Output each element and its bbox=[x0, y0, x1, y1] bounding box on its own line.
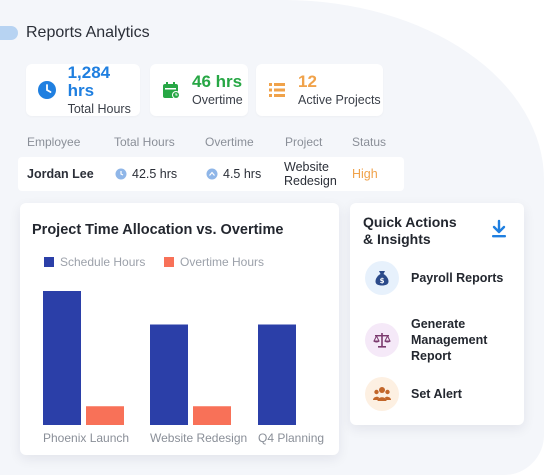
label-line: Generate bbox=[411, 317, 466, 331]
table-header: Employee Total Hours Overtime Project St… bbox=[0, 135, 544, 151]
bar-schedule-hours-q4-planning[interactable] bbox=[258, 324, 296, 426]
header-accent bbox=[0, 26, 18, 40]
x-tick-label: Phoenix Launch bbox=[43, 431, 129, 445]
legend-label: Schedule Hours bbox=[60, 255, 146, 269]
payroll-reports-button[interactable]: $ Payroll Reports bbox=[365, 261, 503, 295]
money-bag-icon: $ bbox=[365, 261, 399, 295]
column-overtime: Overtime bbox=[205, 135, 254, 149]
legend-schedule-hours: Schedule Hours bbox=[44, 255, 145, 269]
bar-schedule-hours-website-redesign[interactable] bbox=[150, 324, 188, 426]
quick-actions-title-line2: & Insights bbox=[363, 231, 431, 247]
stat-value: 46 hrs bbox=[192, 71, 243, 91]
stat-value: 12 bbox=[298, 71, 317, 91]
stat-label: Total Hours bbox=[67, 101, 131, 116]
stat-label: Overtime bbox=[192, 92, 243, 107]
overtime-value: 4.5 hrs bbox=[223, 167, 262, 181]
page-title: Reports Analytics bbox=[26, 24, 150, 41]
legend-swatch bbox=[164, 257, 174, 267]
column-project: Project bbox=[285, 135, 323, 149]
total-hours-value: 42.5 hrs bbox=[132, 167, 178, 181]
status-badge: High bbox=[352, 167, 378, 181]
column-status: Status bbox=[352, 135, 387, 149]
generate-management-report-button[interactable]: Generate Management Report bbox=[365, 316, 487, 364]
calendar-icon bbox=[160, 79, 182, 101]
column-total-hours: Total Hours bbox=[114, 135, 175, 149]
quick-actions-title-line1: Quick Actions bbox=[363, 214, 457, 230]
label-line: Management bbox=[411, 333, 488, 347]
employee-name: Jordan Lee bbox=[27, 167, 94, 181]
overtime-icon bbox=[206, 168, 218, 180]
set-alert-button[interactable]: Set Alert bbox=[365, 377, 462, 411]
set-alert-label: Set Alert bbox=[411, 387, 462, 401]
clock-icon bbox=[36, 79, 58, 101]
stat-active-projects[interactable]: 12 Active Projects bbox=[256, 64, 383, 116]
people-alert-icon bbox=[365, 377, 399, 411]
stat-value: 1,284 hrs bbox=[67, 62, 111, 100]
stat-total-hours[interactable]: 1,284 hrs Total Hours bbox=[26, 62, 140, 116]
quick-actions-card: Quick Actions & Insights $ Payroll Repor… bbox=[350, 203, 524, 425]
generate-management-report-label: Generate Management Report bbox=[411, 316, 487, 364]
scales-icon bbox=[365, 323, 399, 357]
quick-actions-title: Quick Actions & Insights bbox=[363, 214, 457, 248]
chart-card: Project Time Allocation vs. Overtime Sch… bbox=[20, 203, 339, 455]
bar-schedule-hours-phoenix-launch[interactable] bbox=[43, 291, 81, 425]
table-row[interactable]: Jordan Lee 42.5 hrs 4.5 hrs Website Rede… bbox=[18, 157, 404, 191]
project-name-line2: Redesign bbox=[284, 174, 337, 188]
svg-text:$: $ bbox=[380, 277, 385, 285]
payroll-reports-label: Payroll Reports bbox=[411, 271, 504, 285]
legend-swatch bbox=[44, 257, 54, 267]
bar-overtime-hours-phoenix-launch[interactable] bbox=[86, 406, 124, 425]
list-icon bbox=[266, 79, 288, 101]
page-header: Reports Analytics bbox=[0, 22, 150, 44]
stat-overtime[interactable]: 46 hrs Overtime bbox=[150, 64, 248, 116]
x-tick-label: Q4 Planning bbox=[258, 431, 324, 445]
bar-chart: Phoenix Launch Website Redesign Q4 Plannin… bbox=[43, 291, 324, 445]
x-tick-label: Website Redesign bbox=[150, 431, 247, 445]
stat-label: Active Projects bbox=[298, 92, 381, 107]
clock-icon bbox=[115, 168, 127, 180]
legend-label: Overtime Hours bbox=[180, 255, 265, 269]
project-cell: Website Redesign bbox=[284, 160, 337, 188]
column-employee: Employee bbox=[27, 135, 81, 149]
legend-overtime-hours: Overtime Hours bbox=[164, 255, 264, 269]
label-line: Report bbox=[411, 349, 452, 363]
chart-title: Project Time Allocation vs. Overtime bbox=[32, 222, 284, 238]
bar-overtime-hours-website-redesign[interactable] bbox=[193, 406, 231, 425]
overtime-cell: 4.5 hrs bbox=[206, 167, 261, 181]
total-hours-cell: 42.5 hrs bbox=[115, 167, 177, 181]
project-name-line1: Website bbox=[284, 160, 329, 174]
download-icon[interactable] bbox=[490, 219, 508, 239]
